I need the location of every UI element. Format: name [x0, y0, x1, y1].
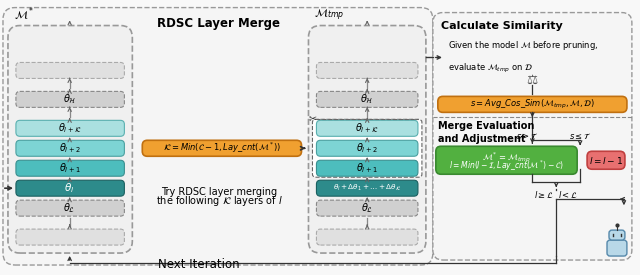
Text: $\theta_{\mathcal{H}}$: $\theta_{\mathcal{H}}$	[63, 92, 77, 106]
FancyBboxPatch shape	[16, 200, 124, 216]
Text: Next Iteration: Next Iteration	[158, 258, 240, 271]
Text: Merge Evaluation
and Adjustment: Merge Evaluation and Adjustment	[438, 121, 534, 144]
Text: $\mathcal{M}_{tmp}$: $\mathcal{M}_{tmp}$	[314, 7, 345, 23]
Text: Given the model $\mathcal{M}$ before pruning,: Given the model $\mathcal{M}$ before pru…	[448, 40, 598, 53]
FancyBboxPatch shape	[609, 230, 625, 240]
FancyBboxPatch shape	[8, 26, 132, 253]
FancyBboxPatch shape	[3, 8, 433, 265]
FancyBboxPatch shape	[316, 229, 418, 245]
Text: $\theta_{l+2}$: $\theta_{l+2}$	[356, 141, 378, 155]
FancyBboxPatch shape	[16, 229, 124, 245]
Text: $\theta_l + \Delta\theta_1 + \ldots + \Delta\theta_{\mathcal{K}}$: $\theta_l + \Delta\theta_1 + \ldots + \D…	[333, 183, 401, 193]
Text: $\theta_{l+\mathcal{K}}$: $\theta_{l+\mathcal{K}}$	[58, 122, 81, 135]
Text: $\theta_{l+1}$: $\theta_{l+1}$	[59, 161, 81, 175]
FancyBboxPatch shape	[16, 62, 124, 78]
FancyBboxPatch shape	[316, 91, 418, 107]
Text: $\mathcal{M}^*$: $\mathcal{M}^*$	[14, 5, 34, 23]
Text: ⚖: ⚖	[527, 74, 538, 87]
Text: $\theta_{l+\mathcal{K}}$: $\theta_{l+\mathcal{K}}$	[355, 122, 379, 135]
FancyBboxPatch shape	[316, 62, 418, 78]
FancyBboxPatch shape	[16, 160, 124, 176]
Text: the following $\mathcal{K}$ layers of $l$: the following $\mathcal{K}$ layers of $l…	[156, 194, 282, 208]
FancyBboxPatch shape	[16, 120, 124, 136]
FancyBboxPatch shape	[316, 140, 418, 156]
Text: $s = Avg\_Cos\_Sim(\mathcal{M}_{tmp}, \mathcal{M}, \mathcal{D})$: $s = Avg\_Cos\_Sim(\mathcal{M}_{tmp}, \m…	[470, 98, 595, 111]
Text: $\theta_{\mathcal{H}}$: $\theta_{\mathcal{H}}$	[360, 92, 374, 106]
FancyBboxPatch shape	[607, 240, 627, 256]
FancyBboxPatch shape	[316, 200, 418, 216]
FancyBboxPatch shape	[316, 160, 418, 176]
FancyBboxPatch shape	[316, 180, 418, 196]
Text: ✂: ✂	[308, 113, 317, 123]
Text: $\mathcal{M}^* = \mathcal{M}_{tmp}$: $\mathcal{M}^* = \mathcal{M}_{tmp}$	[482, 150, 531, 164]
Text: $\theta_{l+1}$: $\theta_{l+1}$	[356, 161, 378, 175]
Text: $s > \mathcal{T}$: $s > \mathcal{T}$	[516, 131, 539, 141]
FancyBboxPatch shape	[436, 146, 577, 174]
Text: Try RDSC layer merging: Try RDSC layer merging	[161, 187, 277, 197]
FancyBboxPatch shape	[438, 97, 627, 112]
FancyBboxPatch shape	[142, 140, 301, 156]
Text: $\theta_{\mathcal{L}}$: $\theta_{\mathcal{L}}$	[361, 201, 373, 215]
Text: $l = Min(l-\mathcal{I}, Lay\_cnt(\mathcal{M}^*) - \mathcal{C})$: $l = Min(l-\mathcal{I}, Lay\_cnt(\mathca…	[449, 159, 564, 174]
FancyBboxPatch shape	[312, 119, 422, 177]
FancyBboxPatch shape	[16, 140, 124, 156]
Text: Calculate Similarity: Calculate Similarity	[441, 21, 563, 31]
FancyBboxPatch shape	[587, 151, 625, 169]
FancyBboxPatch shape	[308, 26, 426, 253]
Text: $l < \mathcal{L}$: $l < \mathcal{L}$	[558, 189, 578, 200]
Text: RDSC Layer Merge: RDSC Layer Merge	[157, 17, 280, 30]
FancyBboxPatch shape	[316, 120, 418, 136]
Text: $l = l - 1$: $l = l - 1$	[589, 155, 623, 166]
Text: $\theta_{\mathcal{L}}$: $\theta_{\mathcal{L}}$	[63, 201, 76, 215]
FancyBboxPatch shape	[433, 13, 632, 260]
Text: $\theta_l$: $\theta_l$	[65, 181, 75, 195]
Text: $\mathcal{K} = Min(\mathcal{C}-1, Lay\_cnt(\mathcal{M}^*))$: $\mathcal{K} = Min(\mathcal{C}-1, Lay\_c…	[163, 141, 281, 155]
Text: $\theta_{l+2}$: $\theta_{l+2}$	[59, 141, 81, 155]
FancyBboxPatch shape	[16, 180, 124, 196]
FancyBboxPatch shape	[16, 91, 124, 107]
Text: evaluate $\mathcal{M}_{tmp}$ on $\mathcal{D}$: evaluate $\mathcal{M}_{tmp}$ on $\mathca…	[448, 62, 533, 75]
Text: $l \geq \mathcal{L}$: $l \geq \mathcal{L}$	[534, 189, 554, 200]
Text: $s \leq \mathcal{T}$: $s \leq \mathcal{T}$	[569, 131, 591, 141]
